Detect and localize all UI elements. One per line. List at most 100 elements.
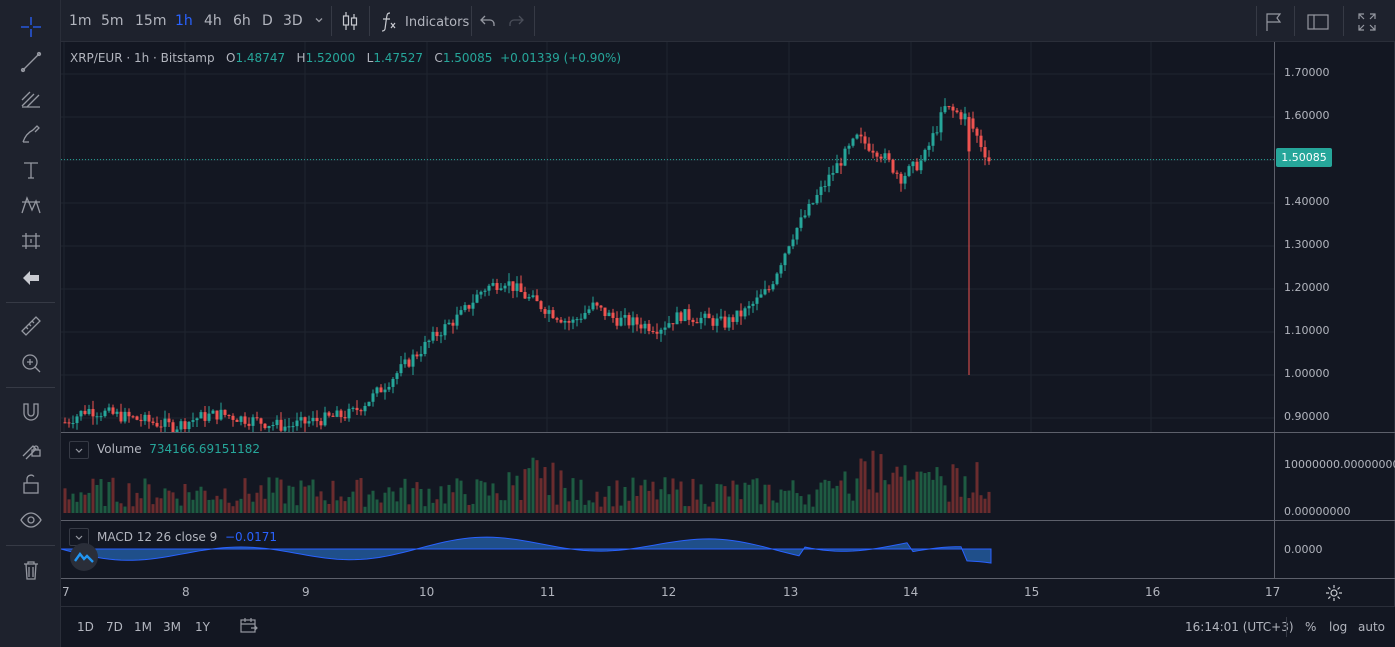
volume-bar: [839, 480, 843, 513]
redo-icon[interactable]: [507, 13, 525, 29]
eye-icon[interactable]: [15, 505, 47, 535]
volume-bar: [263, 498, 267, 513]
macd-pane[interactable]: MACD 12 26 close 9 −0.0171: [61, 521, 1274, 578]
volume-bar: [867, 489, 871, 513]
price-pane[interactable]: XRP/EUR · 1h · Bitstamp O1.48747 H1.5200…: [61, 42, 1274, 432]
volume-bar: [391, 491, 395, 513]
symbol-label[interactable]: XRP/EUR · 1h · Bitstamp: [70, 51, 215, 65]
pane-separator[interactable]: [61, 432, 1395, 433]
ruler-icon[interactable]: [15, 311, 47, 341]
range-1y[interactable]: 1Y: [195, 620, 210, 634]
settings-gear-icon[interactable]: [1325, 584, 1343, 605]
volume-bar: [807, 494, 811, 513]
candle-body: [587, 309, 591, 313]
percent-toggle[interactable]: %: [1305, 620, 1317, 634]
fib-icon[interactable]: [15, 83, 47, 113]
back-arrow-icon[interactable]: [15, 263, 47, 293]
timeframe-5m[interactable]: 5m: [101, 13, 124, 29]
timeframe-d[interactable]: D: [262, 13, 273, 29]
layout-icon[interactable]: [1306, 11, 1330, 33]
time-tick-label: 7: [62, 585, 70, 599]
tradingview-logo[interactable]: [70, 543, 98, 571]
prediction-icon[interactable]: [15, 226, 47, 256]
auto-toggle[interactable]: auto: [1358, 620, 1386, 634]
crosshair-icon[interactable]: [15, 12, 47, 42]
candle-body: [819, 186, 823, 195]
volume-bar: [739, 499, 743, 513]
price-axis[interactable]: 1.70000 1.60000 1.40000 1.30000 1.20000 …: [1274, 42, 1394, 432]
candle-body: [779, 265, 783, 274]
time-tick-label: 9: [302, 585, 310, 599]
range-1d[interactable]: 1D: [77, 620, 94, 634]
volume-bar: [427, 488, 431, 513]
candle-body: [207, 413, 211, 421]
timeframe-1h[interactable]: 1h: [175, 13, 193, 29]
volume-axis[interactable]: 10000000.00000000 0.00000000: [1274, 433, 1395, 520]
timeframe-1m[interactable]: 1m: [69, 13, 92, 29]
volume-bar: [803, 504, 807, 513]
macd-axis[interactable]: 0.0000: [1274, 521, 1394, 578]
volume-collapse-button[interactable]: [69, 441, 89, 459]
candle-body: [387, 386, 391, 390]
clock-label[interactable]: 16:14:01 (UTC+3): [1185, 620, 1294, 634]
candle-body: [511, 281, 515, 291]
volume-bar: [359, 478, 363, 513]
candles-style-icon[interactable]: [339, 9, 361, 33]
candle-body: [255, 417, 259, 419]
pane-separator[interactable]: [61, 520, 1395, 521]
candle-body: [659, 329, 663, 334]
volume-bar: [203, 490, 207, 513]
indicators-fx-icon[interactable]: [379, 9, 399, 33]
flag-icon[interactable]: [1263, 11, 1285, 33]
volume-bar: [243, 478, 247, 513]
time-axis[interactable]: 7 8 9 10 11 12 13 14 15 16 17: [61, 578, 1395, 606]
range-1m[interactable]: 1M: [134, 620, 152, 634]
candle-body: [807, 203, 811, 216]
range-7d[interactable]: 7D: [106, 620, 123, 634]
timeframe-6h[interactable]: 6h: [233, 13, 251, 29]
candle-body: [911, 161, 915, 167]
volume-bar: [135, 492, 139, 513]
volume-pane[interactable]: Volume 734166.69151182: [61, 433, 1274, 520]
timeframe-3d[interactable]: 3D: [283, 13, 303, 29]
candle-body: [783, 253, 787, 266]
candle-body: [411, 354, 415, 367]
candle-body: [263, 423, 267, 429]
volume-bar: [71, 493, 75, 513]
chevron-down-icon[interactable]: [313, 14, 325, 26]
candle-body: [175, 429, 179, 432]
pattern-icon[interactable]: [15, 190, 47, 220]
timeframe-15m[interactable]: 15m: [135, 13, 167, 29]
trend-line-icon[interactable]: [15, 47, 47, 77]
volume-bar: [279, 479, 283, 513]
candle-body: [359, 410, 363, 412]
brush-icon[interactable]: [15, 119, 47, 149]
volume-bar: [551, 462, 555, 513]
fullscreen-icon[interactable]: [1356, 11, 1378, 33]
volume-bar: [351, 491, 355, 513]
zoom-in-icon[interactable]: [15, 348, 47, 378]
timeframe-4h[interactable]: 4h: [204, 13, 222, 29]
candle-body: [859, 134, 863, 137]
volume-bar: [767, 484, 771, 513]
undo-icon[interactable]: [479, 13, 497, 29]
trash-icon[interactable]: [15, 555, 47, 585]
volume-bar: [843, 471, 847, 513]
macd-histogram: [61, 536, 992, 564]
date-range-icon[interactable]: [239, 617, 259, 638]
volume-bar: [703, 503, 707, 513]
lock-drawing-icon[interactable]: [15, 433, 47, 463]
candle-body: [467, 305, 471, 309]
candle-body: [835, 163, 839, 174]
volume-bar: [935, 467, 939, 513]
candle-body: [823, 186, 827, 188]
volume-bar: [387, 487, 391, 513]
unlock-icon[interactable]: [15, 469, 47, 499]
indicators-button[interactable]: Indicators: [405, 15, 470, 30]
volume-bar: [523, 469, 527, 513]
magnet-icon[interactable]: [15, 397, 47, 427]
price-tick-label: 1.60000: [1284, 109, 1330, 122]
text-icon[interactable]: [15, 155, 47, 185]
range-3m[interactable]: 3M: [163, 620, 181, 634]
log-toggle[interactable]: log: [1329, 620, 1348, 634]
